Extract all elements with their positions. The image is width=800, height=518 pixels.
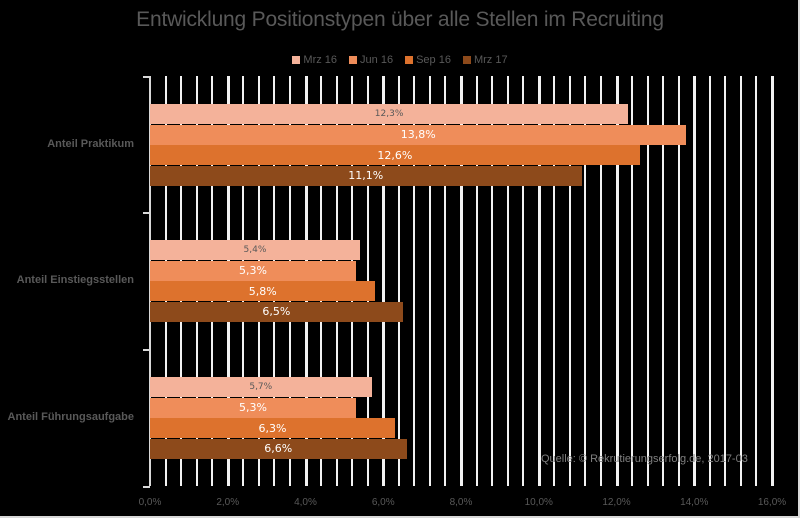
x-tick-label: 16,0% bbox=[757, 497, 787, 508]
bar: 6,5% bbox=[150, 301, 403, 322]
legend-swatch bbox=[405, 56, 414, 64]
bar-value-label: 6,3% bbox=[258, 421, 287, 435]
bar: 5,3% bbox=[150, 260, 357, 281]
bar: 6,3% bbox=[150, 418, 395, 438]
gridline bbox=[475, 76, 478, 486]
gridline bbox=[724, 76, 727, 486]
bar-value-label: 13,8% bbox=[400, 128, 436, 141]
bar: 5,3% bbox=[150, 397, 357, 418]
bar-value-label: 5,4% bbox=[243, 245, 267, 255]
gridline bbox=[413, 76, 416, 486]
x-tick-label: 6,0% bbox=[371, 497, 395, 508]
bar-value-label: 5,3% bbox=[239, 401, 267, 414]
gridline bbox=[460, 76, 463, 486]
bar: 13,8% bbox=[150, 124, 687, 145]
bar: 12,3% bbox=[150, 104, 629, 124]
gridline bbox=[662, 76, 665, 486]
legend-swatch bbox=[292, 56, 301, 64]
bar: 5,8% bbox=[150, 281, 376, 301]
y-axis-tick bbox=[143, 486, 150, 488]
gridline bbox=[397, 76, 400, 486]
gridline bbox=[771, 76, 774, 486]
gridline bbox=[491, 76, 494, 486]
x-tick-label: 10,0% bbox=[524, 497, 553, 508]
gridline bbox=[584, 76, 587, 486]
bar-value-label: 6,5% bbox=[262, 305, 291, 318]
bar: 5,4% bbox=[150, 240, 360, 260]
legend-item-jun16: Jun 16 bbox=[349, 54, 393, 66]
gridline bbox=[739, 76, 742, 486]
x-tick-label: 14,0% bbox=[680, 497, 709, 508]
gridline bbox=[708, 76, 711, 486]
x-tick-label: 4,0% bbox=[294, 497, 317, 508]
bar-value-label: 11,1% bbox=[348, 169, 384, 182]
legend-item-mrz17: Mrz 17 bbox=[462, 54, 508, 66]
x-tick-label: 0,0% bbox=[138, 497, 162, 508]
legend-label: Sep 16 bbox=[416, 54, 451, 66]
category-label-praktikum: Anteil Praktikum bbox=[47, 138, 134, 150]
gridline bbox=[646, 76, 649, 486]
bar-value-label: 12,6% bbox=[377, 148, 413, 162]
legend-swatch bbox=[462, 56, 471, 64]
legend-item-sep16: Sep 16 bbox=[405, 54, 451, 66]
bar-value-label: 6,6% bbox=[264, 442, 293, 455]
x-tick-label: 2,0% bbox=[216, 497, 240, 508]
y-axis-tick bbox=[143, 212, 150, 214]
gridline bbox=[428, 76, 431, 486]
plot-area: 12,3% 13,8% 12,6% 11,1% 5,4% 5,3% 5,8% 6,5% 5,7%… bbox=[143, 76, 774, 488]
gridline bbox=[693, 76, 697, 486]
bar-value-label: 5,3% bbox=[239, 264, 267, 277]
y-axis-tick bbox=[143, 349, 150, 351]
gridline bbox=[553, 76, 556, 486]
bar: 12,6% bbox=[150, 145, 640, 165]
x-tick-label: 8,0% bbox=[449, 497, 473, 508]
category-label-einstiegsstellen: Anteil Einstiegsstellen bbox=[16, 274, 134, 286]
y-axis-tick bbox=[143, 76, 150, 78]
bar: 5,7% bbox=[150, 377, 372, 397]
legend-label: Mrz 16 bbox=[303, 54, 338, 66]
bar-value-label: 12,3% bbox=[374, 109, 404, 119]
gridline bbox=[522, 76, 525, 486]
category-label-fuehrungsaufgabe: Anteil Führungsaufgabe bbox=[7, 411, 135, 423]
gridline bbox=[631, 76, 634, 486]
bar-value-label: 5,7% bbox=[249, 382, 273, 392]
legend-label: Mrz 17 bbox=[473, 54, 508, 66]
legend-swatch bbox=[349, 56, 358, 64]
bar: 6,6% bbox=[150, 438, 407, 459]
legend: Mrz 16 Jun 16 Sep 16 Mrz 17 bbox=[0, 54, 800, 66]
x-tick-label: 12,0% bbox=[602, 497, 631, 508]
gridline bbox=[677, 76, 680, 486]
chart-title: Entwicklung Positionstypen über alle Ste… bbox=[136, 8, 664, 31]
bar: 11,1% bbox=[150, 165, 582, 186]
legend-item-mrz16: Mrz 16 bbox=[292, 54, 337, 66]
gridline bbox=[568, 76, 571, 486]
gridline bbox=[599, 76, 602, 486]
gridline bbox=[382, 76, 386, 486]
gridline bbox=[444, 76, 447, 486]
gridline bbox=[615, 76, 619, 486]
bar-value-label: 5,8% bbox=[248, 284, 277, 298]
gridline bbox=[537, 76, 541, 486]
gridline bbox=[755, 76, 758, 486]
source-annotation: Quelle: © Rekrutierungserfolg.de, 2017-0… bbox=[541, 453, 748, 465]
legend-label: Jun 16 bbox=[360, 54, 394, 66]
gridline bbox=[506, 76, 509, 486]
